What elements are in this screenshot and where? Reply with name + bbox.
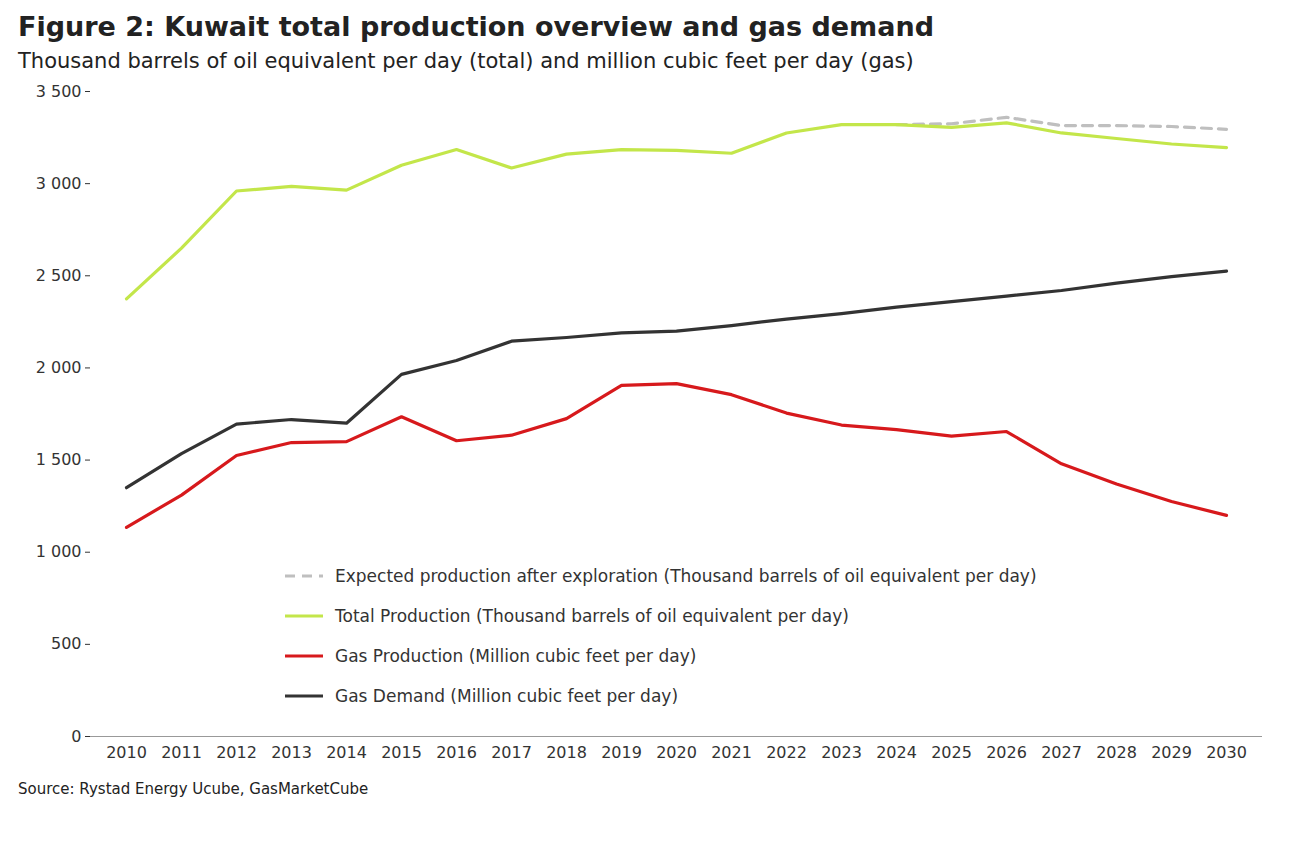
svg-text:2021: 2021 [711,743,752,762]
svg-text:2022: 2022 [766,743,807,762]
svg-text:0: 0 [71,727,81,746]
svg-text:2024: 2024 [876,743,917,762]
svg-text:3 000: 3 000 [36,174,82,193]
svg-text:2030: 2030 [1206,743,1247,762]
svg-text:2010: 2010 [106,743,147,762]
svg-text:2014: 2014 [326,743,367,762]
svg-text:2026: 2026 [986,743,1027,762]
svg-text:2023: 2023 [821,743,862,762]
svg-text:2011: 2011 [161,743,202,762]
svg-text:2020: 2020 [656,743,697,762]
svg-text:2025: 2025 [931,743,972,762]
svg-text:2 000: 2 000 [36,358,82,377]
svg-text:2019: 2019 [601,743,642,762]
html-text:Gas Demand (Million cubic feet: Gas Demand (Million cubic feet per day) [335,686,678,706]
html-text:Source: Rystad Energy Ucube, G: Source: Rystad Energy Ucube, GasMarketCu… [18,780,369,798]
svg-text:1 000: 1 000 [36,542,82,561]
svg-text:2015: 2015 [381,743,422,762]
svg-text:2 500: 2 500 [36,266,82,285]
html-text:Thousand barrels of oil equiva: Thousand barrels of oil equivalent per d… [18,49,914,73]
svg-text:1 500: 1 500 [36,450,82,469]
svg-text:2018: 2018 [546,743,587,762]
html-text:Figure 2: Kuwait total product: Figure 2: Kuwait total production overvi… [18,11,934,42]
svg-text:500: 500 [51,634,82,653]
html-text:Gas Production (Million cubic: Gas Production (Million cubic feet per d… [335,646,697,666]
svg-text:2027: 2027 [1041,743,1082,762]
html-text:Expected production after expl: Expected production after exploration (T… [335,566,1037,586]
html-text:Total Production (Thousand bar: Total Production (Thousand barrels of oi… [335,606,849,626]
svg-text:2028: 2028 [1096,743,1137,762]
svg-text:2013: 2013 [271,743,312,762]
svg-text:2016: 2016 [436,743,477,762]
svg-text:2017: 2017 [491,743,532,762]
svg-text:2029: 2029 [1151,743,1192,762]
svg-text:3 500: 3 500 [36,82,82,101]
svg-text:2012: 2012 [216,743,257,762]
